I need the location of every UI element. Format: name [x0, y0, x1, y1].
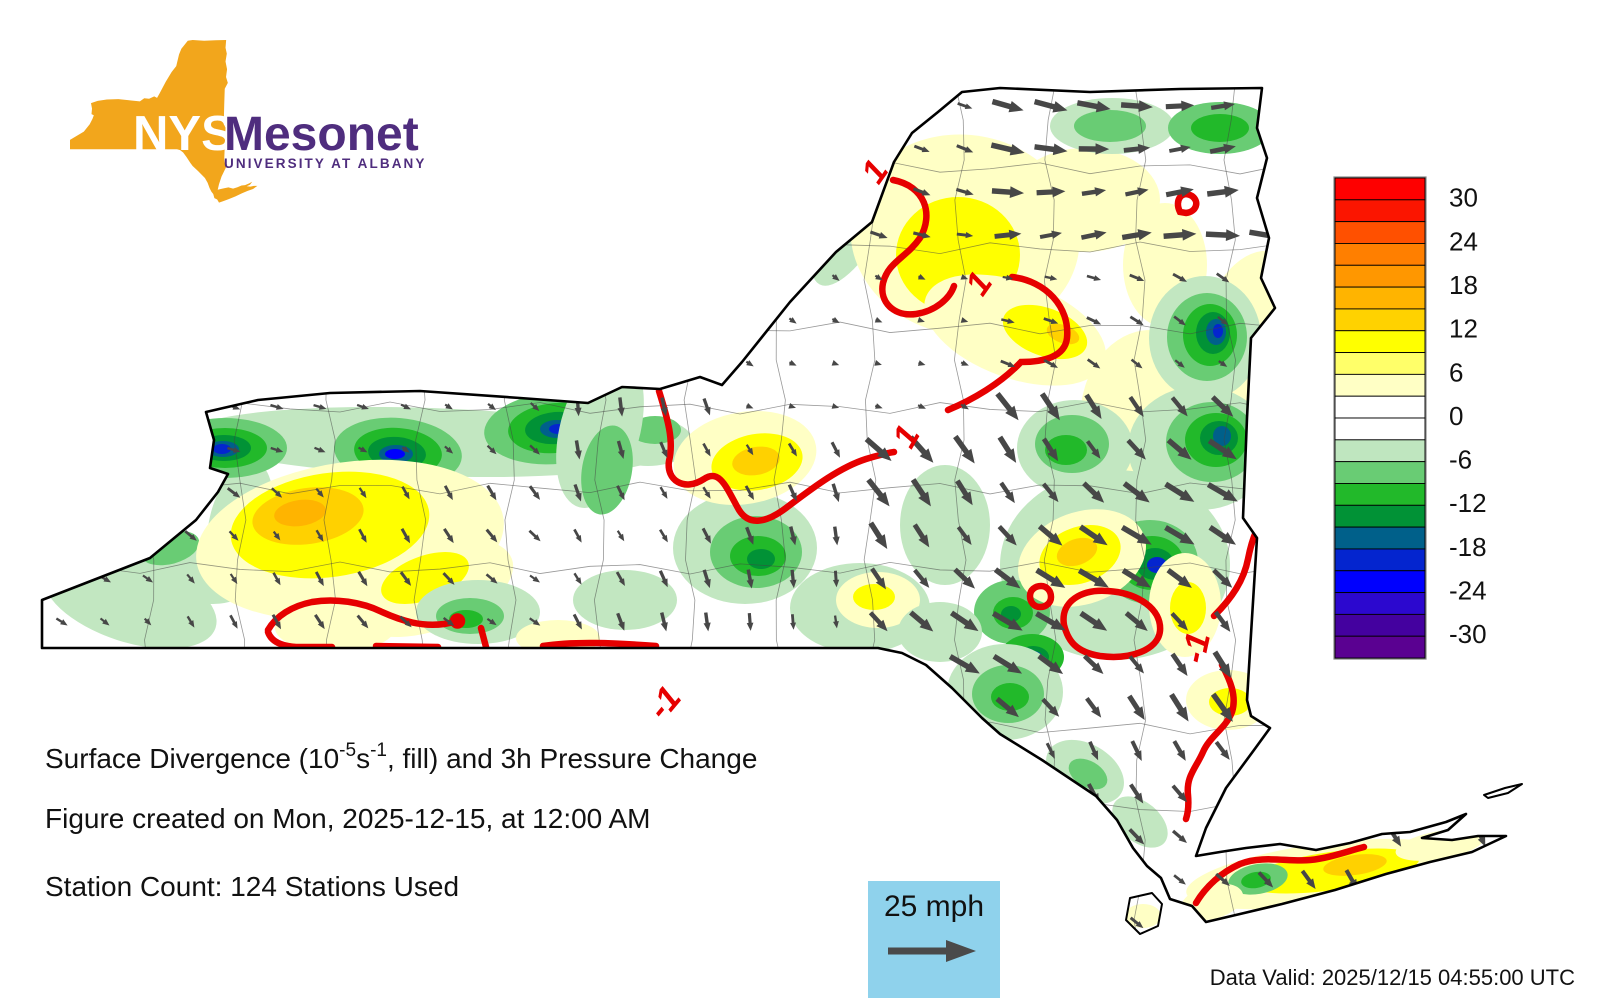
colorbar-band — [1334, 352, 1426, 375]
colorbar-tick-label: 12 — [1449, 314, 1478, 344]
colorbar-band — [1334, 592, 1426, 615]
colorbar-band — [1334, 221, 1426, 244]
colorbar-tick-label: -18 — [1449, 532, 1487, 562]
figure-title: Surface Divergence (10-5s-1, fill) and 3… — [45, 740, 757, 774]
colorbar-band — [1334, 504, 1426, 528]
wind-legend-arrow-icon — [888, 940, 976, 962]
colorbar-band — [1334, 308, 1426, 332]
colorbar-band — [1334, 330, 1426, 354]
colorbar-tick-label: 30 — [1449, 183, 1478, 213]
colorbar-band — [1334, 570, 1426, 594]
wind-barb-arrows — [55, 98, 1486, 929]
colorbar-band — [1334, 373, 1426, 397]
figure-created-text: Figure created on Mon, 2025-12-15, at 12… — [45, 803, 651, 834]
station-count-text: Station Count: 124 Stations Used — [45, 871, 459, 902]
colorbar-band — [1334, 461, 1426, 484]
colorbar-band — [1334, 243, 1426, 266]
colorbar-tick-label: 24 — [1449, 226, 1478, 256]
colorbar-tick-label: -24 — [1449, 575, 1487, 605]
wind-legend-box — [868, 881, 1000, 998]
colorbar-band — [1334, 177, 1426, 201]
colorbar-band — [1334, 483, 1426, 506]
colorbar-band — [1334, 439, 1426, 463]
logo-nys-text: NYS — [133, 107, 234, 161]
colorbar-tick-label: -12 — [1449, 488, 1487, 518]
colorbar-tick-label: 18 — [1449, 270, 1478, 300]
logo-university-text: UNIVERSITY AT ALBANY — [224, 156, 427, 171]
colorbar-band — [1334, 548, 1426, 572]
colorbar-band — [1334, 635, 1426, 659]
data-valid-text: Data Valid: 2025/12/15 04:55:00 UTC — [1210, 965, 1575, 990]
colorbar-band — [1334, 417, 1426, 441]
colorbar-band — [1334, 395, 1426, 419]
logo-ny-state-icon — [70, 40, 258, 203]
figure-titles: Surface Divergence (10-5s-1, fill) and 3… — [45, 740, 757, 902]
divergence-colorbar: 30 24 18 12 6 0 -6 -12 -18 -24 -30 — [1333, 176, 1487, 660]
logo-mesonet-text: Mesonet — [224, 108, 419, 161]
colorbar-tick-label: -30 — [1449, 619, 1487, 649]
colorbar-band — [1334, 526, 1426, 550]
colorbar-band — [1334, 286, 1426, 310]
colorbar-tick-label: 6 — [1449, 357, 1463, 387]
wind-legend-label: 25 mph — [884, 890, 984, 923]
colorbar-band — [1334, 264, 1426, 288]
colorbar-tick-label: 0 — [1449, 401, 1463, 431]
divergence-fill-contours — [43, 98, 1485, 928]
colorbar-tick-label: -6 — [1449, 445, 1472, 475]
wind-speed-legend: 25 mph — [868, 881, 1000, 998]
contour-label: -1 — [640, 679, 689, 727]
colorbar-band — [1334, 199, 1426, 223]
nys-mesonet-logo: NYS Mesonet UNIVERSITY AT ALBANY — [70, 40, 427, 203]
state-outline — [40, 86, 1523, 935]
colorbar-band — [1334, 613, 1426, 637]
